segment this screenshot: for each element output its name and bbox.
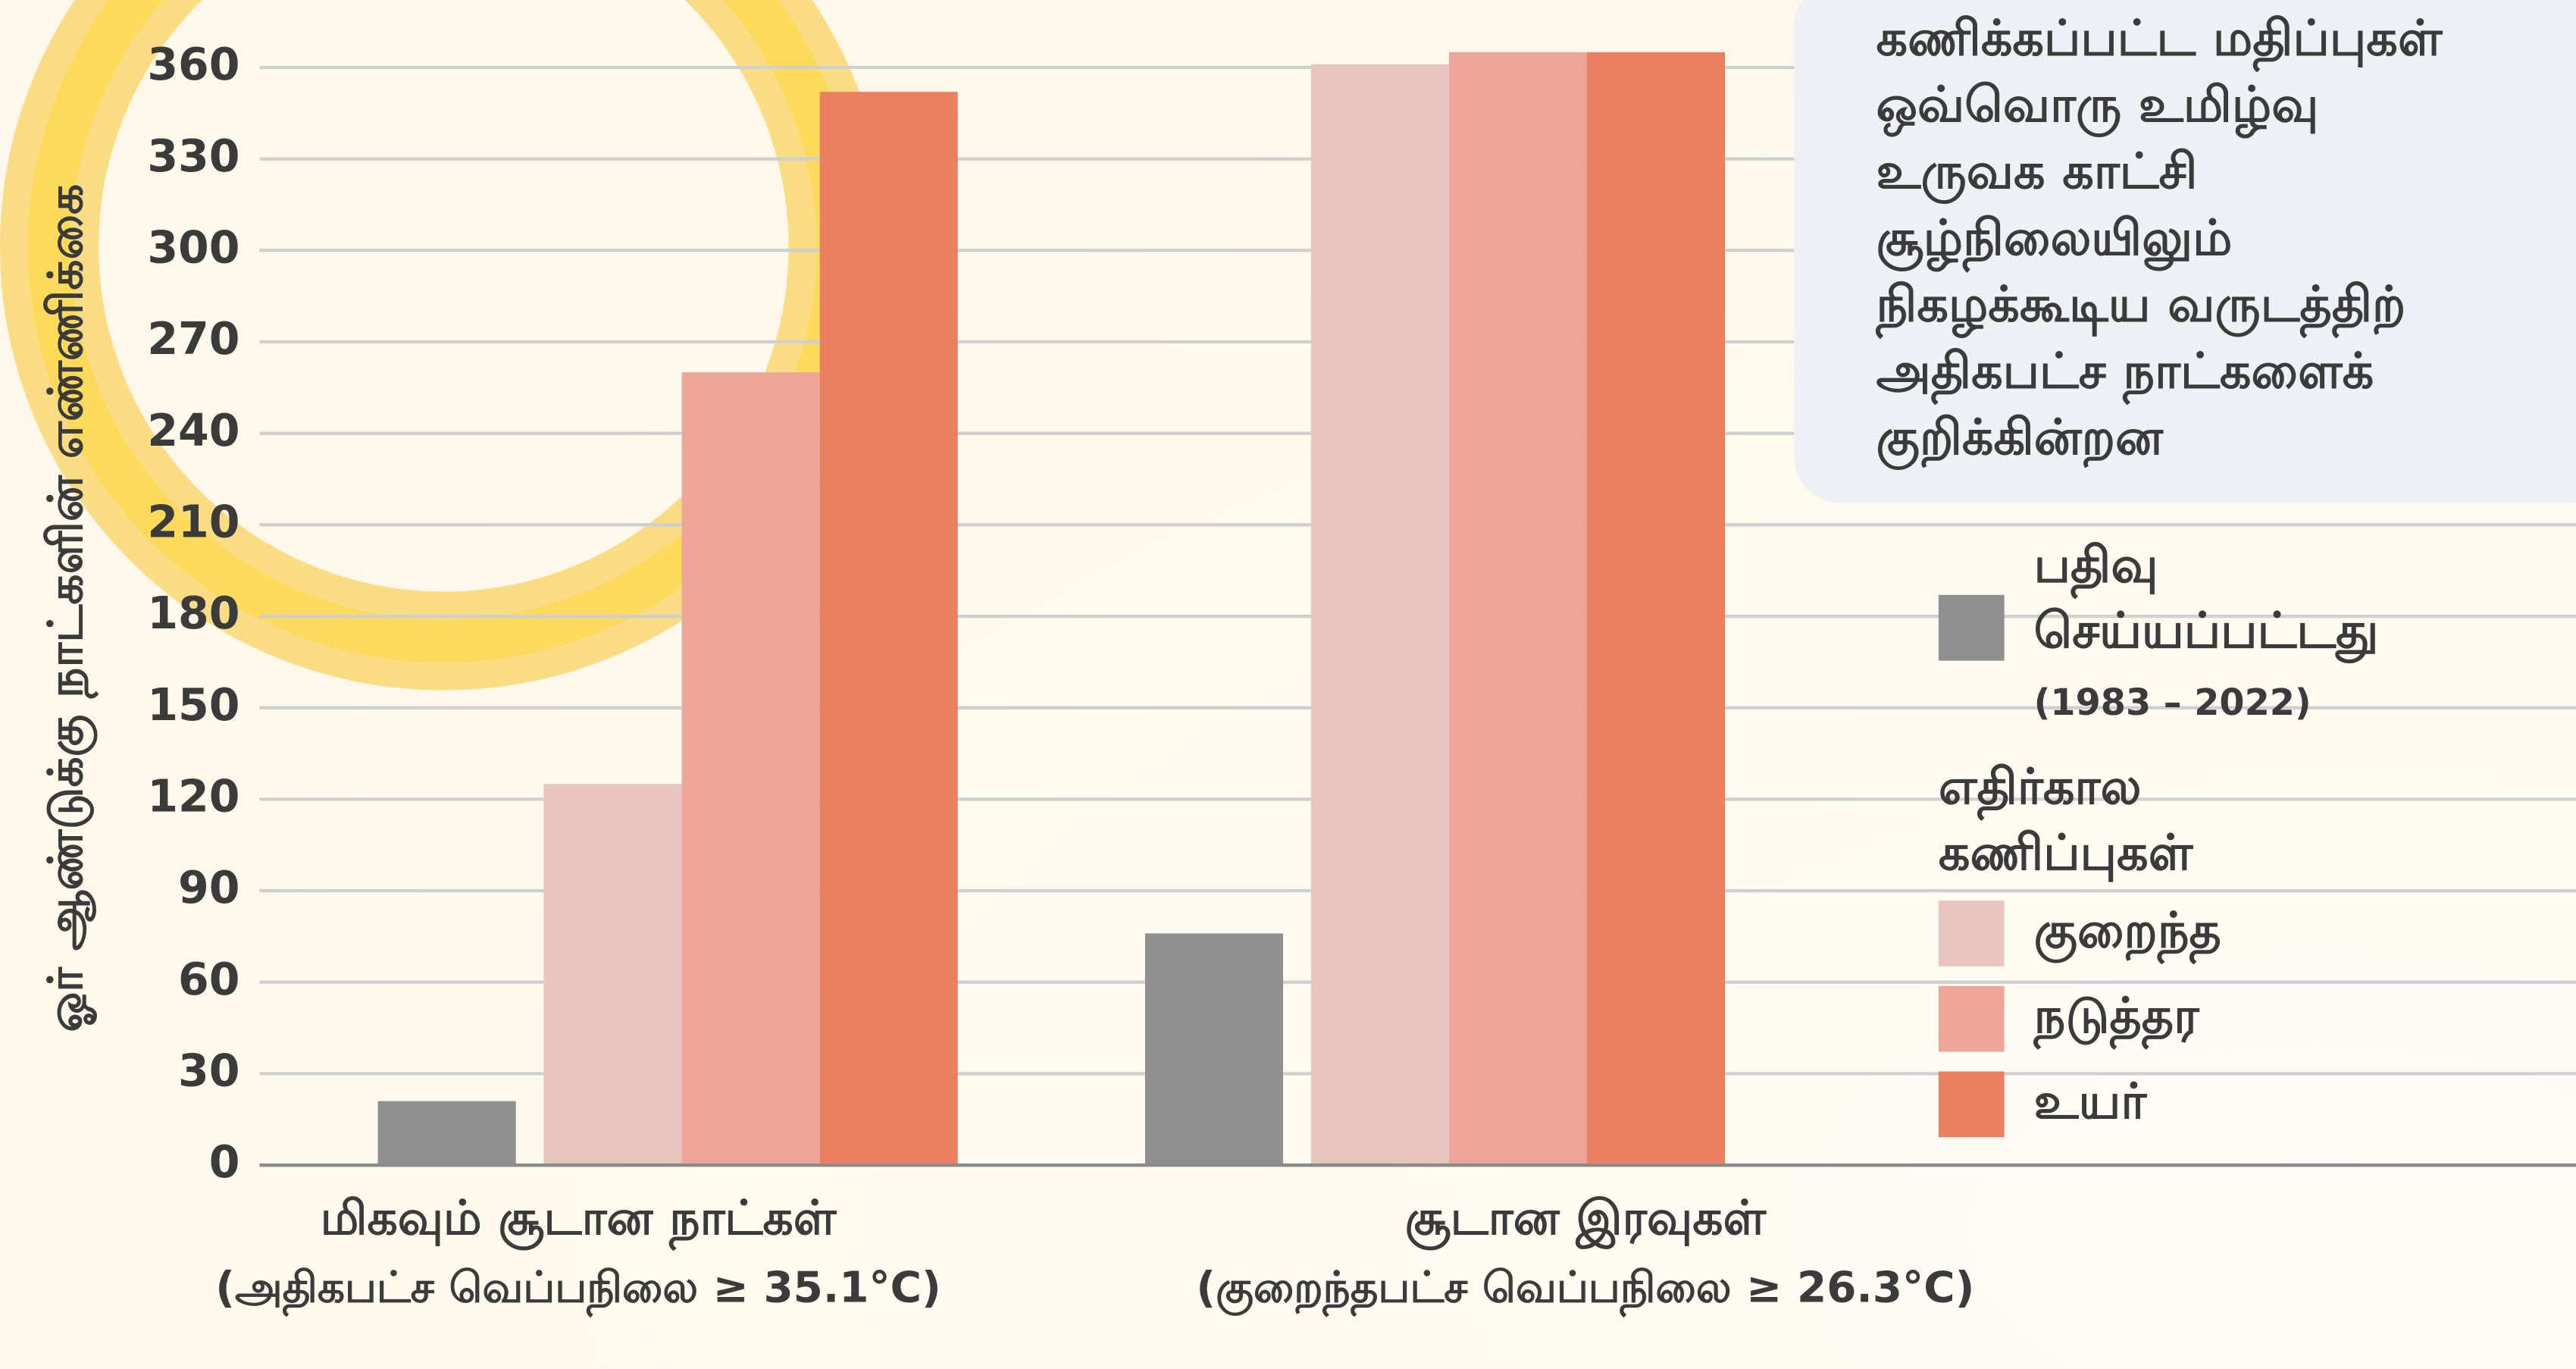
note-line: சூழ்நிலையிலும்: [1876, 210, 2233, 273]
note-line: நிகழக்கூடிய வருடத்திற்: [1876, 277, 2406, 340]
y-tick-label: 300: [147, 221, 239, 273]
legend-group-title-box: எதிர்கால கணிப்புகள்: [1939, 756, 2366, 904]
x-tick-label: மிகவும் சூடான நாட்கள்: [321, 1190, 837, 1252]
chart: 0 30 60 90 120 150 180 210 240 270 300 330 360 மிகவு…: [0, 0, 2576, 1369]
note-line: அதிகபட்ச நாட்களைக்: [1876, 343, 2374, 406]
page: 0 30 60 90 120 150 180 210 240 270 300 330 360 மிகவு…: [0, 0, 2576, 1369]
y-tick-label: 120: [147, 770, 239, 822]
y-tick-label: 150: [147, 679, 239, 731]
bar: [1587, 52, 1725, 1165]
y-tick-label: 270: [147, 313, 239, 365]
x-tick-sublabel: (குறைந்தபட்ச வெப்பநிலை ≥ 26.3°C): [1196, 1263, 1974, 1317]
y-tick-label: 30: [178, 1045, 239, 1096]
y-tick-label: 0: [209, 1136, 240, 1188]
x-tick-sublabel: (அதிகபட்ச வெப்பநிலை ≥ 35.1°C): [215, 1263, 941, 1317]
bar: [378, 1101, 516, 1165]
legend-label: உயர்: [2034, 1073, 2148, 1130]
bar: [1449, 52, 1587, 1165]
note-line: கணிக்கப்பட்ட மதிப்புகள்: [1876, 10, 2443, 72]
y-tick-label: 90: [178, 862, 239, 913]
y-tick-label: 210: [147, 496, 239, 547]
legend-swatch: [1939, 901, 2005, 966]
y-tick-label: 60: [178, 954, 239, 1005]
legend-swatch: [1939, 595, 2005, 661]
bar: [1311, 64, 1449, 1165]
y-axis-title: ஓர் ஆண்டுக்கு நாட்களின் எண்ணிக்கை: [38, 184, 99, 1032]
bar: [682, 372, 820, 1165]
legend-swatch: [1939, 1072, 2005, 1138]
bar: [1145, 933, 1283, 1165]
bar: [544, 784, 682, 1165]
legend-label: பதிவு செய்யப்பட்டது: [2034, 534, 2445, 666]
legend-label-box: பதிவு செய்யப்பட்டது: [2034, 534, 2527, 682]
legend-group-title: எதிர்கால கணிப்புகள்: [1939, 756, 2268, 887]
legend-note: (1983 – 2022): [2034, 682, 2312, 724]
note-line: ஒவ்வொரு உமிழ்வு: [1876, 77, 2319, 139]
note-line: குறிக்கின்றன: [1876, 409, 2164, 471]
bar: [820, 92, 958, 1165]
x-tick-label: சூடான இரவுகள்: [1405, 1190, 1767, 1250]
legend-label: குறைந்த: [2034, 902, 2221, 965]
y-tick-label: 330: [147, 130, 239, 182]
y-tick-label: 180: [147, 587, 239, 639]
y-tick-label: 240: [147, 405, 239, 456]
note-line: உருவக காட்சி: [1876, 143, 2198, 205]
legend-swatch: [1939, 986, 2005, 1052]
legend-label: நடுத்தர: [2033, 988, 2200, 1051]
y-tick-label: 360: [147, 39, 239, 90]
